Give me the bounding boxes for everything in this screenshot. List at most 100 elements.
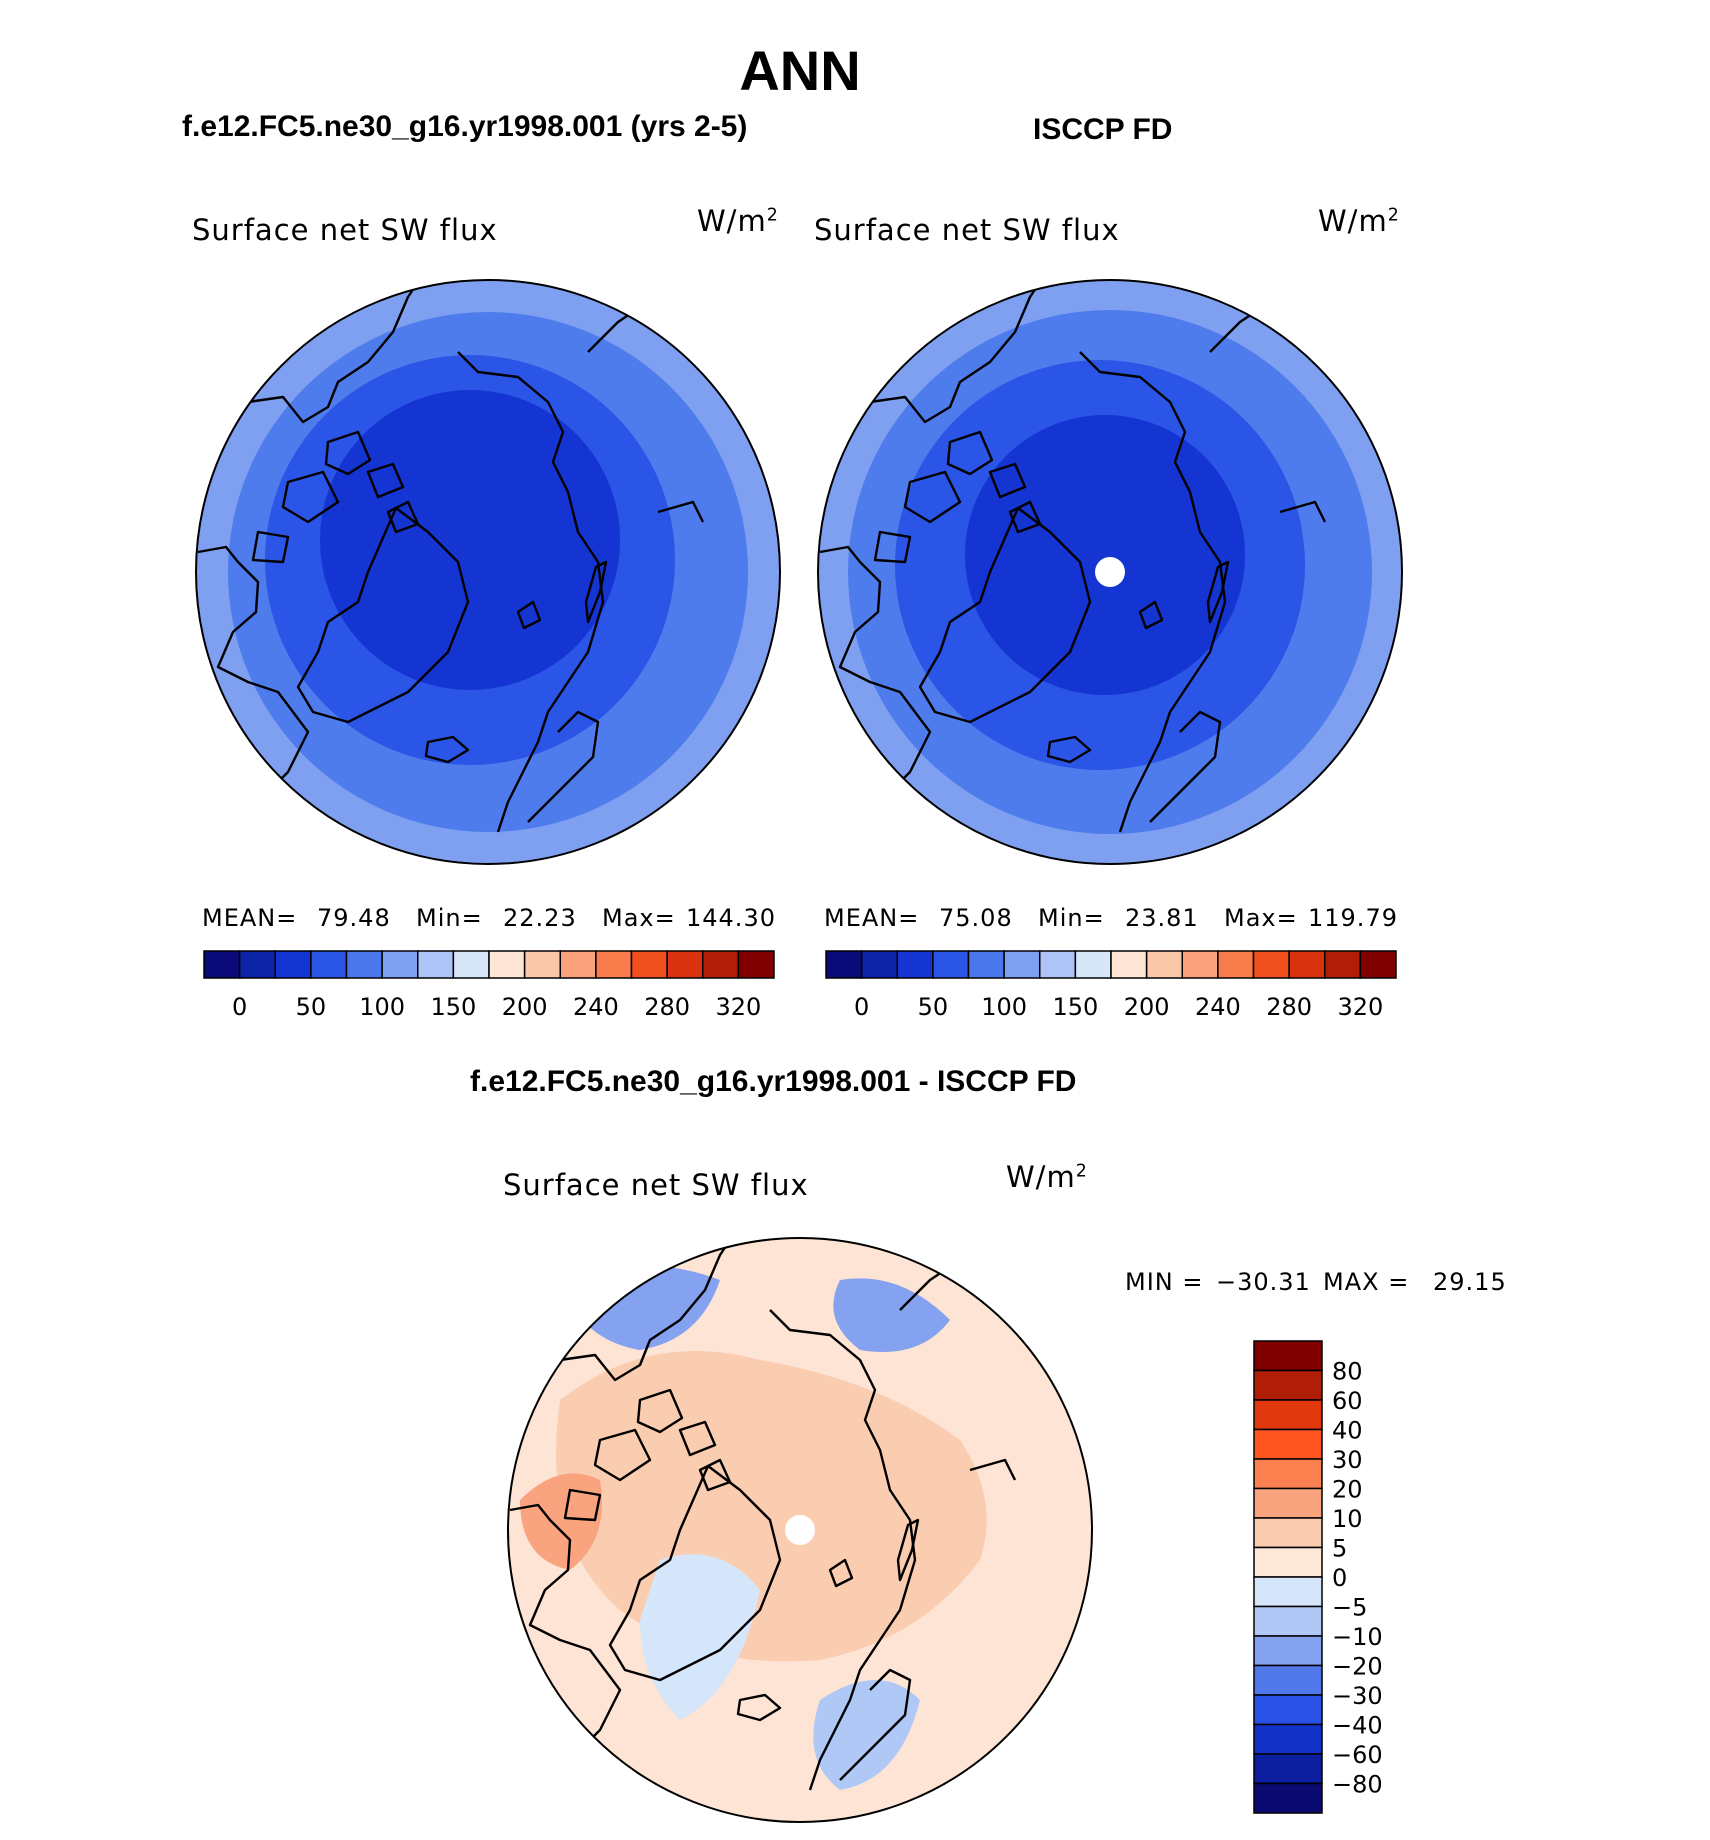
colorbar-tick-label: 280 (644, 993, 690, 1021)
colorbar-swatch (1253, 1399, 1323, 1431)
colorbar-swatch (1253, 1487, 1323, 1519)
colorbar-swatch (967, 950, 1005, 979)
panel-1-min-value: 22.23 (503, 904, 577, 932)
colorbar-swatch (860, 950, 898, 979)
colorbar-swatch (1253, 1782, 1323, 1814)
panel-3-variable: Surface net SW flux (503, 1168, 809, 1202)
colorbar-swatch (1253, 1576, 1323, 1608)
diff-map (508, 1238, 1092, 1822)
colorbar-swatch (523, 950, 561, 979)
colorbar-swatch (559, 950, 597, 979)
colorbar-swatch (488, 950, 526, 979)
colorbar-swatch (932, 950, 970, 979)
panel-1-min-label: Min= (416, 904, 483, 932)
panel-2-mean-label: MEAN= (824, 904, 920, 932)
obs-map (818, 280, 1402, 864)
colorbar-swatch (274, 950, 312, 979)
colorbar-swatch (1288, 950, 1326, 979)
main-title: ANN (739, 39, 861, 102)
panel-2-max-label: Max= (1224, 904, 1298, 932)
panel-3-max-label: MAX = (1323, 1268, 1410, 1296)
panel-1-mean-value: 79.48 (317, 904, 391, 932)
model-map-border (195, 279, 781, 865)
colorbar-swatch (1253, 1664, 1323, 1696)
colorbar-tick-label: 0 (1332, 1564, 1347, 1592)
colorbar-swatch (896, 950, 934, 979)
colorbar-swatch (203, 950, 241, 979)
panel-2-units: W/m2 (1318, 204, 1400, 238)
colorbar-tick-label: 150 (430, 993, 476, 1021)
colorbar-tick-label: −40 (1332, 1712, 1383, 1740)
colorbar-swatch (452, 950, 490, 979)
colorbar-swatch (1110, 950, 1148, 979)
model-map (196, 280, 780, 864)
colorbar-tick-label: 240 (1195, 993, 1241, 1021)
colorbar-tick-label: 30 (1332, 1446, 1363, 1474)
colorbar-swatch (417, 950, 455, 979)
colorbar-swatch (737, 950, 775, 979)
panel-2-title: ISCCP FD (1033, 113, 1173, 146)
colorbar-tick-label: 0 (854, 993, 869, 1021)
panel-2-max-value: 119.79 (1308, 904, 1398, 932)
colorbar-tick-label: −5 (1332, 1594, 1367, 1622)
panel-1-max-value: 144.30 (686, 904, 776, 932)
colorbar-tick-label: −30 (1332, 1682, 1383, 1710)
colorbar-tick-label: 50 (296, 993, 327, 1021)
panel-2-min-label: Min= (1038, 904, 1105, 932)
panel-1-title: f.e12.FC5.ne30_g16.yr1998.001 (yrs 2-5) (182, 110, 748, 143)
colorbar-tick-label: 240 (573, 993, 619, 1021)
panel-2-min-value: 23.81 (1125, 904, 1199, 932)
panel-3-max-value: 29.15 (1433, 1268, 1507, 1296)
colorbar-swatch (381, 950, 419, 979)
colorbar-tick-label: 40 (1332, 1417, 1363, 1445)
colorbar-swatch (1039, 950, 1077, 979)
colorbar-tick-label: 60 (1332, 1387, 1363, 1415)
colorbar-swatch (666, 950, 704, 979)
panel-2-variable: Surface net SW flux (814, 213, 1120, 247)
obs-map-border (817, 279, 1403, 865)
colorbar-swatch (1074, 950, 1112, 979)
panel-3-units: W/m2 (1006, 1160, 1088, 1194)
colorbar-swatch (1181, 950, 1219, 979)
colorbar-swatch (345, 950, 383, 979)
colorbar-swatch (238, 950, 276, 979)
colorbar-tick-label: 100 (981, 993, 1027, 1021)
colorbar-tick-label: 80 (1332, 1358, 1363, 1386)
colorbar-tick-label: 320 (1337, 993, 1383, 1021)
colorbar-swatch (1324, 950, 1362, 979)
panel-1-mean-label: MEAN= (202, 904, 298, 932)
colorbar-tick-label: 10 (1332, 1505, 1363, 1533)
panel-1-max-label: Max= (602, 904, 676, 932)
colorbar-tick-label: 280 (1266, 993, 1312, 1021)
panel-1-variable: Surface net SW flux (192, 213, 498, 247)
obs-colorbar: 0 50 100 150 200 240 280 320 (825, 950, 1397, 1021)
colorbar-swatch (1003, 950, 1041, 979)
colorbar-swatch (1253, 1428, 1323, 1460)
colorbar-tick-label: 200 (502, 993, 548, 1021)
colorbar-swatch (595, 950, 633, 979)
colorbar-swatch (1253, 1458, 1323, 1490)
diff-map-border (507, 1237, 1093, 1823)
colorbar-tick-label: −10 (1332, 1623, 1383, 1651)
colorbar-tick-label: −80 (1332, 1771, 1383, 1799)
colorbar-tick-label: 50 (918, 993, 949, 1021)
colorbar-swatch (1253, 1753, 1323, 1785)
colorbar-swatch (1359, 950, 1397, 979)
colorbar-swatch (310, 950, 348, 979)
colorbar-swatch (1253, 1517, 1323, 1549)
colorbar-tick-label: 0 (232, 993, 247, 1021)
colorbar-swatch (630, 950, 668, 979)
colorbar-swatch (1253, 1546, 1323, 1578)
panel-3-title: f.e12.FC5.ne30_g16.yr1998.001 - ISCCP FD (470, 1065, 1077, 1098)
panel-2-mean-value: 75.08 (939, 904, 1013, 932)
panel-3-min-label: MIN = (1125, 1268, 1204, 1296)
obs-missing-pole (1095, 557, 1125, 587)
model-colorbar: 0 50 100 150 200 240 280 320 (203, 950, 775, 1021)
colorbar-swatch (1253, 1635, 1323, 1667)
colorbar-swatch (1253, 1723, 1323, 1755)
panel-3-min-value: −30.31 (1216, 1268, 1311, 1296)
colorbar-tick-label: 5 (1332, 1535, 1347, 1563)
